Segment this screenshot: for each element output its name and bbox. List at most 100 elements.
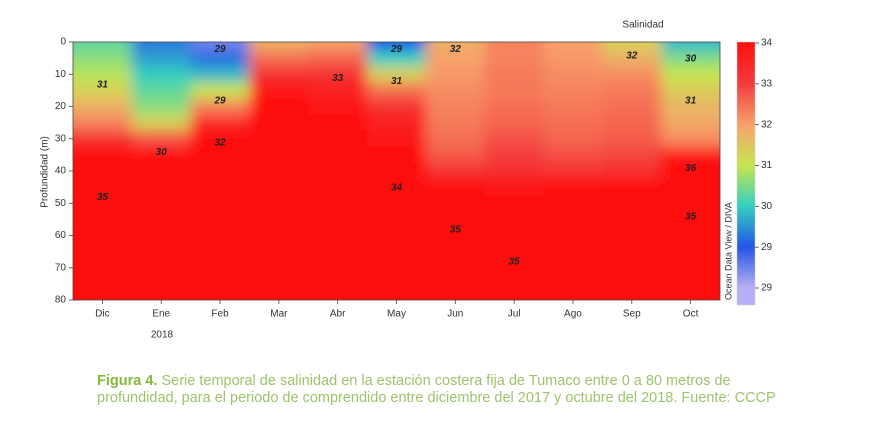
heat-cell (73, 162, 133, 180)
heat-cell (602, 82, 662, 99)
caption: Figura 4. Serie temporal de salinidad en… (97, 373, 787, 407)
heat-cell (602, 243, 662, 261)
heat-cell (543, 42, 603, 51)
y-tick-label: 10 (55, 69, 67, 80)
heat-cell (131, 42, 192, 51)
x-tick-label: Oct (683, 309, 699, 320)
heat-cell (484, 42, 545, 51)
heat-cell (661, 275, 720, 293)
heat-cell (249, 50, 309, 67)
heat-cell (425, 179, 486, 196)
heat-cell (661, 66, 720, 83)
heat-cell (602, 66, 662, 83)
heat-cell (543, 211, 603, 228)
heat-cell (131, 50, 192, 67)
y-tick-label: 0 (60, 37, 66, 48)
heat-cell (543, 146, 603, 164)
contour-label: 34 (391, 183, 403, 194)
heat-cell (308, 66, 368, 83)
heat-cell (602, 50, 662, 67)
heat-cell (425, 66, 486, 83)
heat-cell (308, 275, 368, 293)
heat-cell (190, 146, 250, 164)
heat-cell (190, 179, 250, 196)
y-axis-label: Profundidad (m) (40, 136, 51, 208)
heat-cell (484, 195, 545, 212)
heat-cell (484, 275, 545, 293)
contour-labels: 31 35 30 32 29 29 33 31 29 34 32 35 35 32 31 30 36 35 (97, 44, 697, 268)
heat-cell (543, 66, 603, 83)
heat-cell (308, 195, 368, 212)
heat-cell (543, 275, 603, 293)
heat-cell (367, 162, 427, 180)
heat-cell (190, 98, 250, 116)
heat-cell (249, 98, 309, 116)
heat-cell (602, 227, 662, 245)
heat-cell (367, 66, 427, 83)
heat-cell (131, 66, 192, 83)
heat-cell (73, 98, 133, 116)
heat-cell (190, 162, 250, 180)
contour-label: 33 (332, 73, 344, 84)
heat-cell (484, 179, 545, 196)
heat-cell (73, 195, 133, 212)
contour-label: 31 (391, 76, 403, 87)
heat-cell (249, 259, 309, 277)
contour-label: 31 (685, 95, 697, 106)
heat-cell (661, 130, 720, 148)
heat-cell (367, 42, 427, 51)
heat-cell (190, 259, 250, 277)
colorbar-tick-label: 33 (761, 78, 773, 89)
heat-cell (543, 114, 603, 132)
heat-cell (661, 98, 720, 116)
heat-cell (602, 114, 662, 132)
heat-cell (131, 114, 192, 132)
heat-cell (367, 195, 427, 212)
heat-cell (190, 275, 250, 293)
heat-cell (73, 291, 133, 300)
heat-cell (308, 259, 368, 277)
y-tick-label: 30 (55, 133, 67, 144)
heat-cell (131, 195, 192, 212)
heat-cell (543, 82, 603, 99)
heat-cell (543, 243, 603, 261)
heat-cell (484, 146, 545, 164)
heat-cell (484, 291, 545, 300)
heat-cell (484, 50, 545, 67)
heat-cell (661, 227, 720, 245)
heat-cell (661, 243, 720, 261)
contour-label: 35 (509, 257, 521, 268)
heat-cell (484, 259, 545, 277)
x-tick-label: Ago (564, 309, 582, 320)
heat-cell (543, 130, 603, 148)
heat-cell (308, 162, 368, 180)
heat-cell (425, 259, 486, 277)
heatmap-cells (73, 42, 720, 300)
heat-cell (661, 82, 720, 99)
heat-cell (661, 211, 720, 228)
heat-cell (661, 146, 720, 164)
heat-cell (131, 179, 192, 196)
colorbar-tick-label: 31 (761, 160, 773, 171)
heat-cell (425, 195, 486, 212)
heat-cell (367, 114, 427, 132)
heat-cell (308, 179, 368, 196)
heat-cell (131, 243, 192, 261)
colorbar-tick-label: 30 (761, 201, 773, 212)
heat-cell (484, 82, 545, 99)
heat-cell (73, 227, 133, 245)
heat-cell (484, 130, 545, 148)
heat-cell (249, 195, 309, 212)
contour-label: 29 (213, 44, 226, 55)
heat-cell (73, 42, 133, 51)
heat-cell (73, 82, 133, 99)
heat-cell (131, 259, 192, 277)
chart: 31 35 30 32 29 29 33 31 29 34 32 35 35 32 31 30 36 35 Sal… (40, 20, 773, 341)
heat-cell (308, 82, 368, 99)
x-tick-label: Jul (508, 309, 521, 320)
heat-cell (367, 146, 427, 164)
colorbar (736, 41, 756, 306)
heat-cell (602, 275, 662, 293)
heat-cell (308, 291, 368, 300)
heat-cell (543, 195, 603, 212)
